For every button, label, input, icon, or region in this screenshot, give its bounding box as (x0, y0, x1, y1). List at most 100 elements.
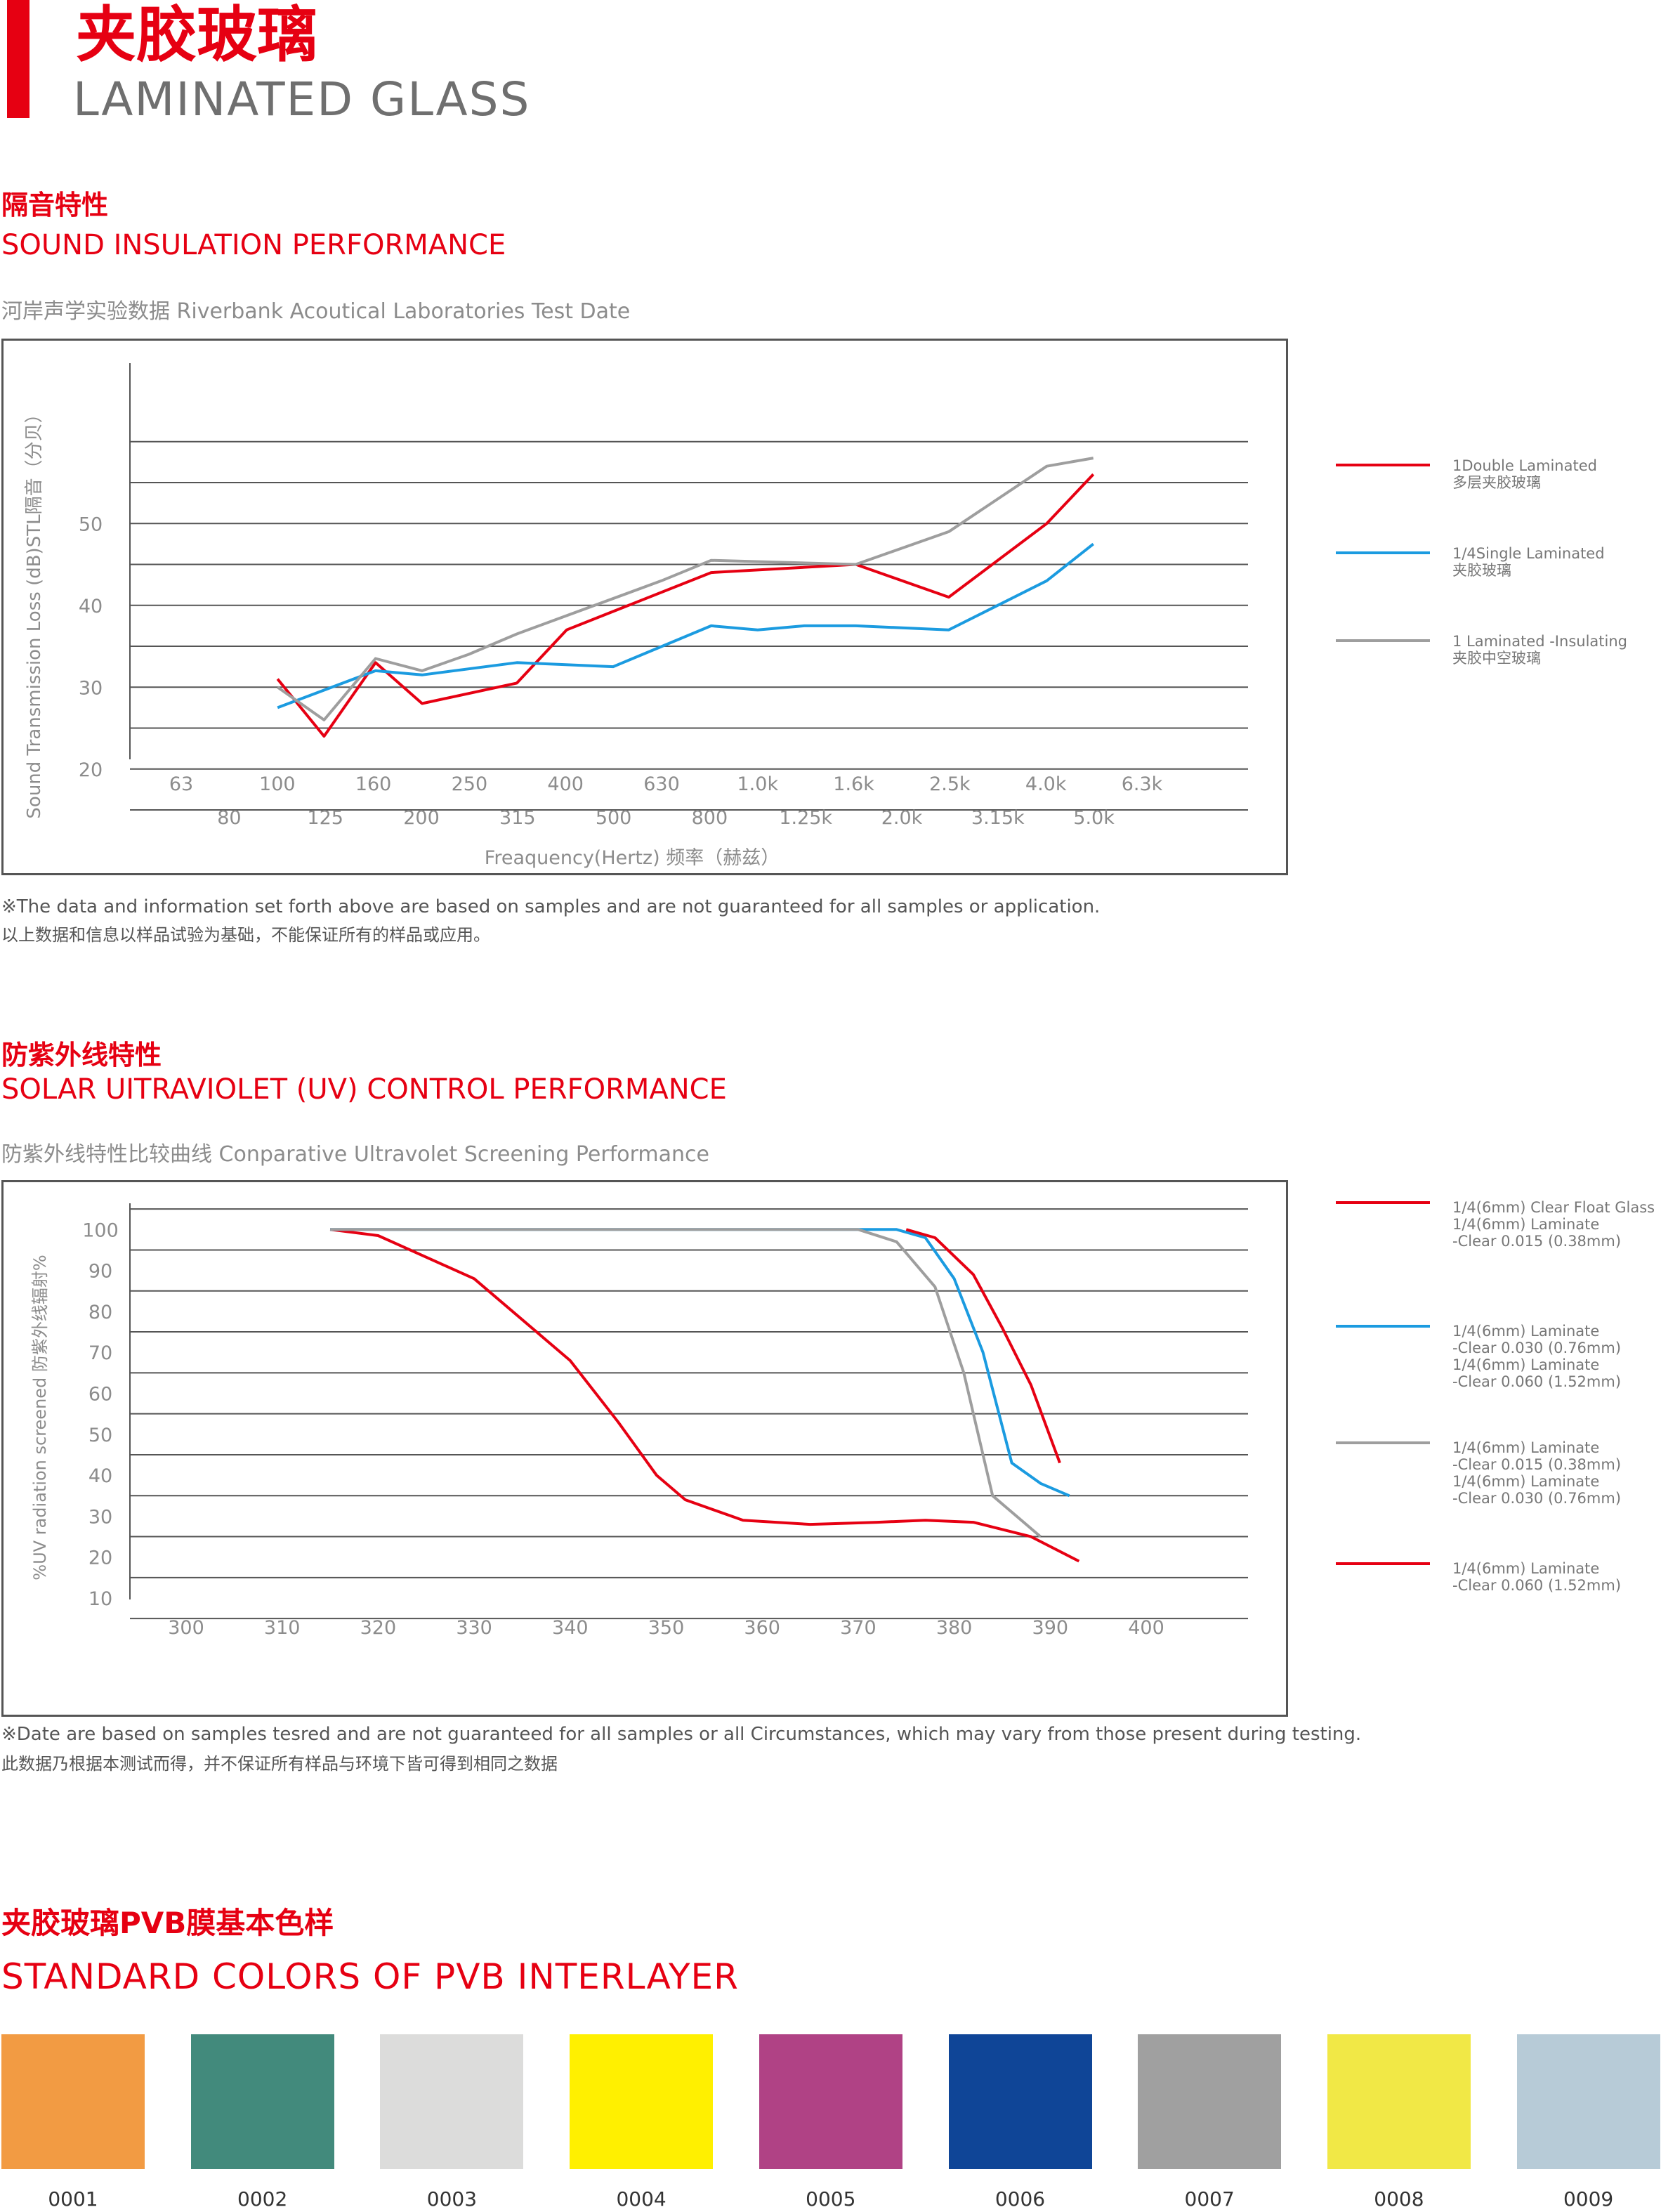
pvb-color-code: 0005 (806, 2187, 856, 2211)
pvb-color-swatch (1138, 2034, 1282, 2169)
uv-y-tick-label: 60 (88, 1384, 112, 1406)
uv-legend-label: 1/4(6mm) Laminate (1452, 1216, 1599, 1233)
pvb-color-swatch (948, 2034, 1092, 2169)
uv-legend-label: -Clear 0.015 (0.38mm) (1452, 1233, 1621, 1250)
uv-legend-label: 1/4(6mm) Laminate (1452, 1439, 1599, 1456)
pvb-color-code: 0009 (1563, 2187, 1614, 2211)
pvb-color-swatch (570, 2034, 714, 2169)
uv-legend-label: 1/4(6mm) Laminate (1452, 1356, 1599, 1373)
sound-x-tick-label: 2.5k (929, 773, 971, 795)
sound-legend-label-en: 1Double Laminated (1452, 457, 1597, 474)
sound-x-tick-label: 160 (355, 773, 392, 795)
uv-legend-label: -Clear 0.060 (1.52mm) (1452, 1373, 1621, 1390)
uv-y-tick-label: 90 (88, 1261, 112, 1283)
sound-note-cn: 以上数据和信息以样品试验为基础，不能保证所有的样品或应用。 (1, 925, 490, 945)
sound-legend-label-cn: 夹胶玻璃 (1452, 562, 1511, 579)
uv-y-tick-label: 100 (82, 1219, 119, 1241)
uv-legend-label: 1/4(6mm) Laminate (1452, 1473, 1599, 1490)
sound-x-tick-label: 6.3k (1122, 773, 1163, 795)
sound-x-tick-label: 200 (403, 807, 440, 829)
sound-y-tick-label: 20 (79, 759, 103, 781)
sound-section-title-cn: 隔音特性 (1, 190, 109, 221)
sound-insulation-chart: 20 30 40 50 63 80 100 125 160 200 250 315 400 500 630… (24, 363, 1248, 869)
sound-x-tick-label: 80 (217, 807, 241, 829)
sound-x-tick-label: 630 (643, 773, 680, 795)
pvb-color-code: 0008 (1374, 2187, 1424, 2211)
sound-y-axis-label: Sound Transmission Loss (dB)STL隔音（分贝） (24, 405, 45, 818)
uv-y-tick-label: 50 (88, 1425, 112, 1446)
uv-series-line (905, 1228, 1061, 1464)
uv-x-tick-label: 370 (840, 1617, 877, 1639)
uv-series-line (330, 1228, 1042, 1538)
sound-x-tick-label: 500 (596, 807, 632, 829)
pvb-color-swatch (1, 2034, 145, 2169)
sound-chart-frame: 20 30 40 50 63 80 100 125 160 200 250 315 400 500 630… (1, 339, 1288, 875)
sound-x-tick-label: 400 (547, 773, 584, 795)
uv-x-tick-label: 360 (744, 1617, 780, 1639)
uv-x-tick-label: 310 (264, 1617, 301, 1639)
pvb-color-swatch (380, 2034, 524, 2169)
header-accent-bar (7, 0, 29, 118)
sound-y-tick-label: 40 (79, 596, 103, 617)
uv-chart-subtitle: 防紫外线特性比较曲线 Conparative Ultravolet Screen… (1, 1142, 709, 1167)
uv-x-tick-label: 400 (1128, 1617, 1164, 1639)
sound-y-tick-label: 30 (79, 677, 103, 699)
uv-legend-label: 1/4(6mm) Laminate (1452, 1560, 1599, 1577)
uv-legend: 1/4(6mm) Clear Float Glass 1/4(6mm) Lamin… (1333, 1194, 1661, 1616)
pvb-color-code: 0006 (994, 2187, 1046, 2211)
sound-series-line (277, 542, 1094, 709)
sound-x-tick-label: 5.0k (1073, 807, 1115, 829)
sound-x-tick-label: 125 (307, 807, 343, 829)
sound-x-tick-label: 63 (169, 773, 193, 795)
sound-x-tick-label: 800 (692, 807, 728, 829)
uv-x-tick-label: 320 (360, 1617, 397, 1639)
pvb-color-code: 0007 (1184, 2187, 1235, 2211)
sound-x-tick-label: 1.6k (833, 773, 874, 795)
uv-x-tick-label: 330 (456, 1617, 492, 1639)
uv-y-axis-label: %UV radiation screened 防紫外线辐射% (30, 1255, 50, 1580)
uv-chart-frame: 10 20 30 40 50 60 70 80 90 100 300 310 320 330 340 350… (1, 1180, 1288, 1717)
sound-legend: 1Double Laminated 多层夹胶玻璃 1/4Single Laminat… (1333, 450, 1656, 688)
uv-x-tick-label: 350 (648, 1617, 685, 1639)
uv-section-title-cn: 防紫外线特性 (1, 1040, 162, 1071)
sound-legend-label-en: 1 Laminated -Insulating (1452, 633, 1627, 650)
pvb-color-code: 0004 (616, 2187, 667, 2211)
uv-section-title-en: SOLAR UITRAVIOLET (UV) CONTROL PERFORMAN… (1, 1073, 727, 1106)
sound-x-tick-label: 315 (499, 807, 536, 829)
sound-chart-subtitle: 河岸声学实验数据 Riverbank Acoutical Laboratorie… (1, 299, 631, 324)
uv-x-tick-label: 380 (936, 1617, 973, 1639)
sound-x-tick-label: 3.15k (971, 807, 1025, 829)
sound-legend-label-cn: 多层夹胶玻璃 (1452, 474, 1541, 491)
sound-x-tick-label: 1.25k (779, 807, 832, 829)
pvb-section-title-en: STANDARD COLORS OF PVB INTERLAYER (1, 1956, 739, 1997)
uv-series-line (330, 1228, 1070, 1498)
sound-x-tick-label: 2.0k (881, 807, 923, 829)
pvb-section-title-cn: 夹胶玻璃PVB膜基本色样 (1, 1906, 334, 1940)
sound-x-tick-label: 4.0k (1025, 773, 1067, 795)
uv-x-tick-label: 300 (168, 1617, 204, 1639)
pvb-color-swatch (1327, 2034, 1471, 2169)
uv-y-tick-label: 20 (88, 1547, 112, 1569)
sound-series-line (276, 473, 1095, 738)
uv-legend-label: 1/4(6mm) Laminate (1452, 1323, 1599, 1340)
pvb-color-swatch (759, 2034, 902, 2169)
sound-x-tick-label: 250 (452, 773, 488, 795)
uv-legend-label: -Clear 0.030 (0.76mm) (1452, 1340, 1621, 1356)
pvb-color-swatch (190, 2034, 334, 2169)
sound-x-tick-label: 100 (259, 773, 296, 795)
uv-note-cn: 此数据乃根据本测试而得，并不保证所有样品与环境下皆可得到相同之数据 (1, 1754, 558, 1774)
sound-legend-label-cn: 夹胶中空玻璃 (1452, 650, 1541, 667)
uv-legend-label: 1/4(6mm) Clear Float Glass (1452, 1199, 1655, 1216)
page-title-cn: 夹胶玻璃 (76, 0, 317, 70)
uv-x-tick-label: 390 (1032, 1617, 1069, 1639)
pvb-color-code: 0003 (426, 2187, 478, 2211)
uv-y-tick-label: 10 (88, 1588, 112, 1610)
sound-y-tick-label: 50 (79, 513, 103, 535)
sound-section-title-en: SOUND INSULATION PERFORMANCE (1, 229, 506, 261)
uv-legend-label: -Clear 0.060 (1.52mm) (1452, 1577, 1621, 1594)
pvb-color-code: 0001 (48, 2187, 98, 2211)
sound-series-line (277, 457, 1094, 721)
pvb-color-swatch (1516, 2034, 1660, 2169)
